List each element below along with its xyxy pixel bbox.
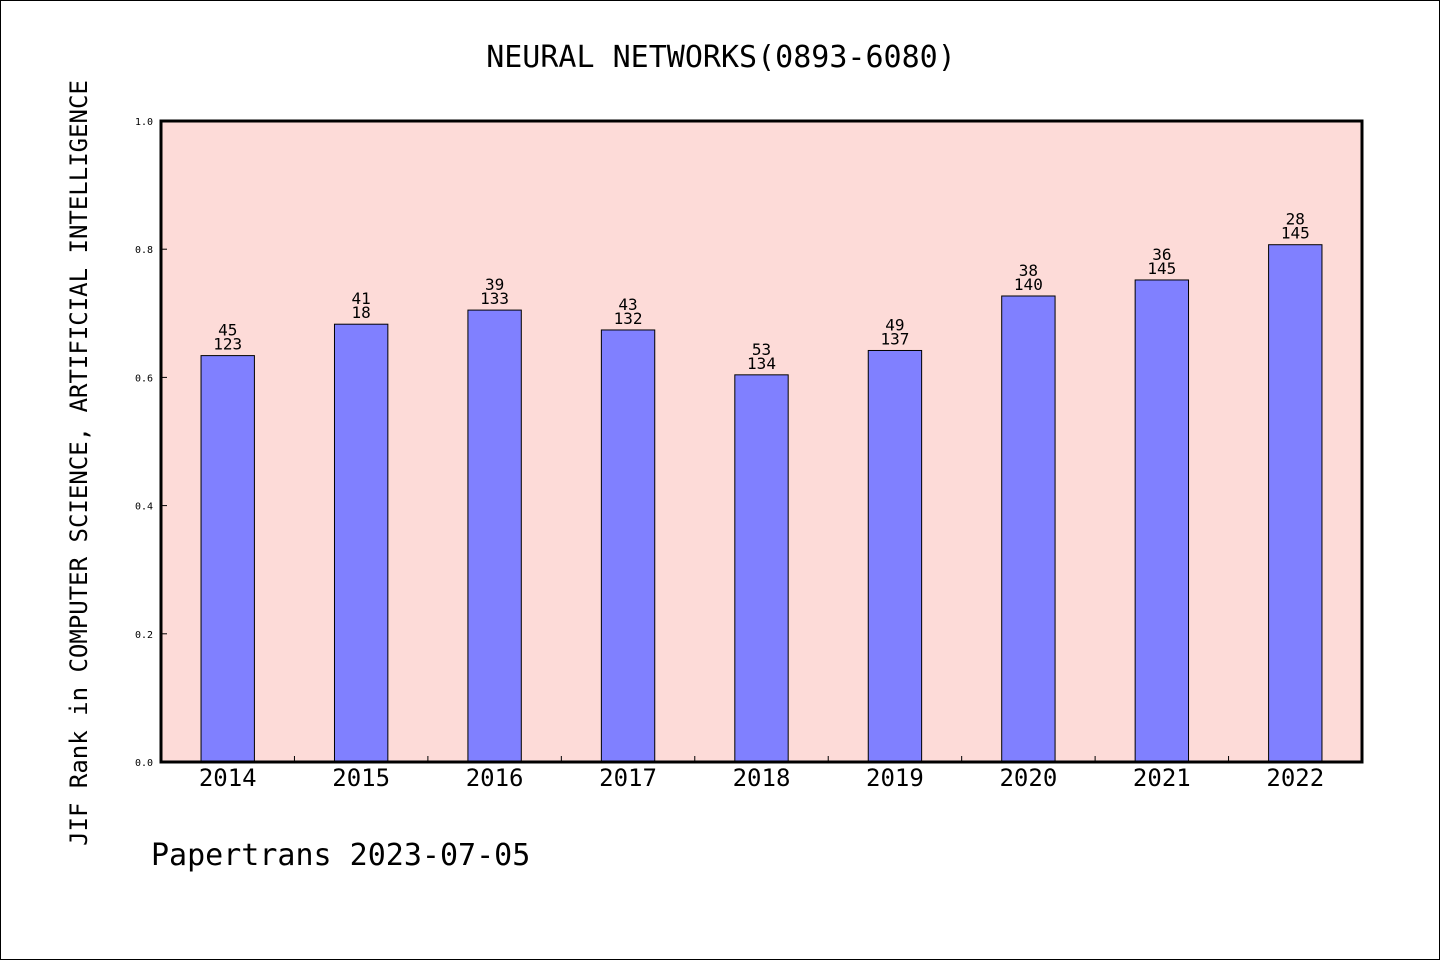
bar bbox=[1001, 295, 1056, 763]
data-label-total: 123 bbox=[213, 335, 242, 354]
data-label-rank: 36 bbox=[1152, 245, 1171, 264]
data-label-total: 133 bbox=[480, 289, 509, 308]
bar bbox=[1268, 244, 1323, 763]
y-tick-label: 0.2 bbox=[135, 630, 153, 641]
bar bbox=[734, 374, 789, 763]
x-tick-label: 2016 bbox=[466, 764, 524, 792]
x-tick-label: 2022 bbox=[1266, 764, 1324, 792]
bar bbox=[467, 309, 522, 763]
y-tick-label: 0.8 bbox=[135, 245, 153, 256]
data-label-rank: 45 bbox=[218, 321, 237, 340]
x-tick-label: 2020 bbox=[999, 764, 1057, 792]
data-label-total: 134 bbox=[747, 354, 776, 373]
data-label-rank: 28 bbox=[1286, 210, 1305, 229]
data-label-total: 140 bbox=[1014, 275, 1043, 294]
data-label-rank: 38 bbox=[1019, 261, 1038, 280]
data-label-total: 18 bbox=[352, 303, 371, 322]
data-label-rank: 41 bbox=[352, 289, 371, 308]
x-tick-label: 2021 bbox=[1133, 764, 1191, 792]
chart-title: NEURAL NETWORKS(0893-6080) bbox=[486, 40, 956, 75]
x-tick-label: 2017 bbox=[599, 764, 657, 792]
x-tick-label: 2015 bbox=[332, 764, 390, 792]
data-label-total: 132 bbox=[614, 309, 643, 328]
data-label-rank: 49 bbox=[885, 315, 904, 334]
x-tick-label: 2014 bbox=[199, 764, 257, 792]
x-tick-label: 2018 bbox=[733, 764, 791, 792]
data-label-total: 137 bbox=[880, 329, 909, 348]
plot-border bbox=[159, 119, 1364, 764]
data-label-total: 145 bbox=[1281, 224, 1310, 243]
bar bbox=[867, 349, 923, 763]
data-label-total: 145 bbox=[1147, 259, 1176, 278]
y-axis-label: JIF Rank in COMPUTER SCIENCE, ARTIFICIAL… bbox=[65, 80, 93, 846]
data-label-rank: 39 bbox=[485, 275, 504, 294]
bar bbox=[600, 329, 656, 763]
bar bbox=[333, 323, 389, 763]
y-tick-label: 1.0 bbox=[135, 117, 153, 128]
y-tick-label: 0.6 bbox=[135, 373, 153, 384]
data-label-rank: 53 bbox=[752, 340, 771, 359]
y-tick-label: 0.0 bbox=[135, 758, 153, 769]
bar bbox=[200, 355, 255, 763]
x-tick-label: 2019 bbox=[866, 764, 924, 792]
bar bbox=[1134, 279, 1190, 763]
y-tick-label: 0.4 bbox=[135, 502, 153, 513]
data-label-rank: 43 bbox=[618, 295, 637, 314]
footer-credit: Papertrans 2023-07-05 bbox=[151, 838, 530, 873]
